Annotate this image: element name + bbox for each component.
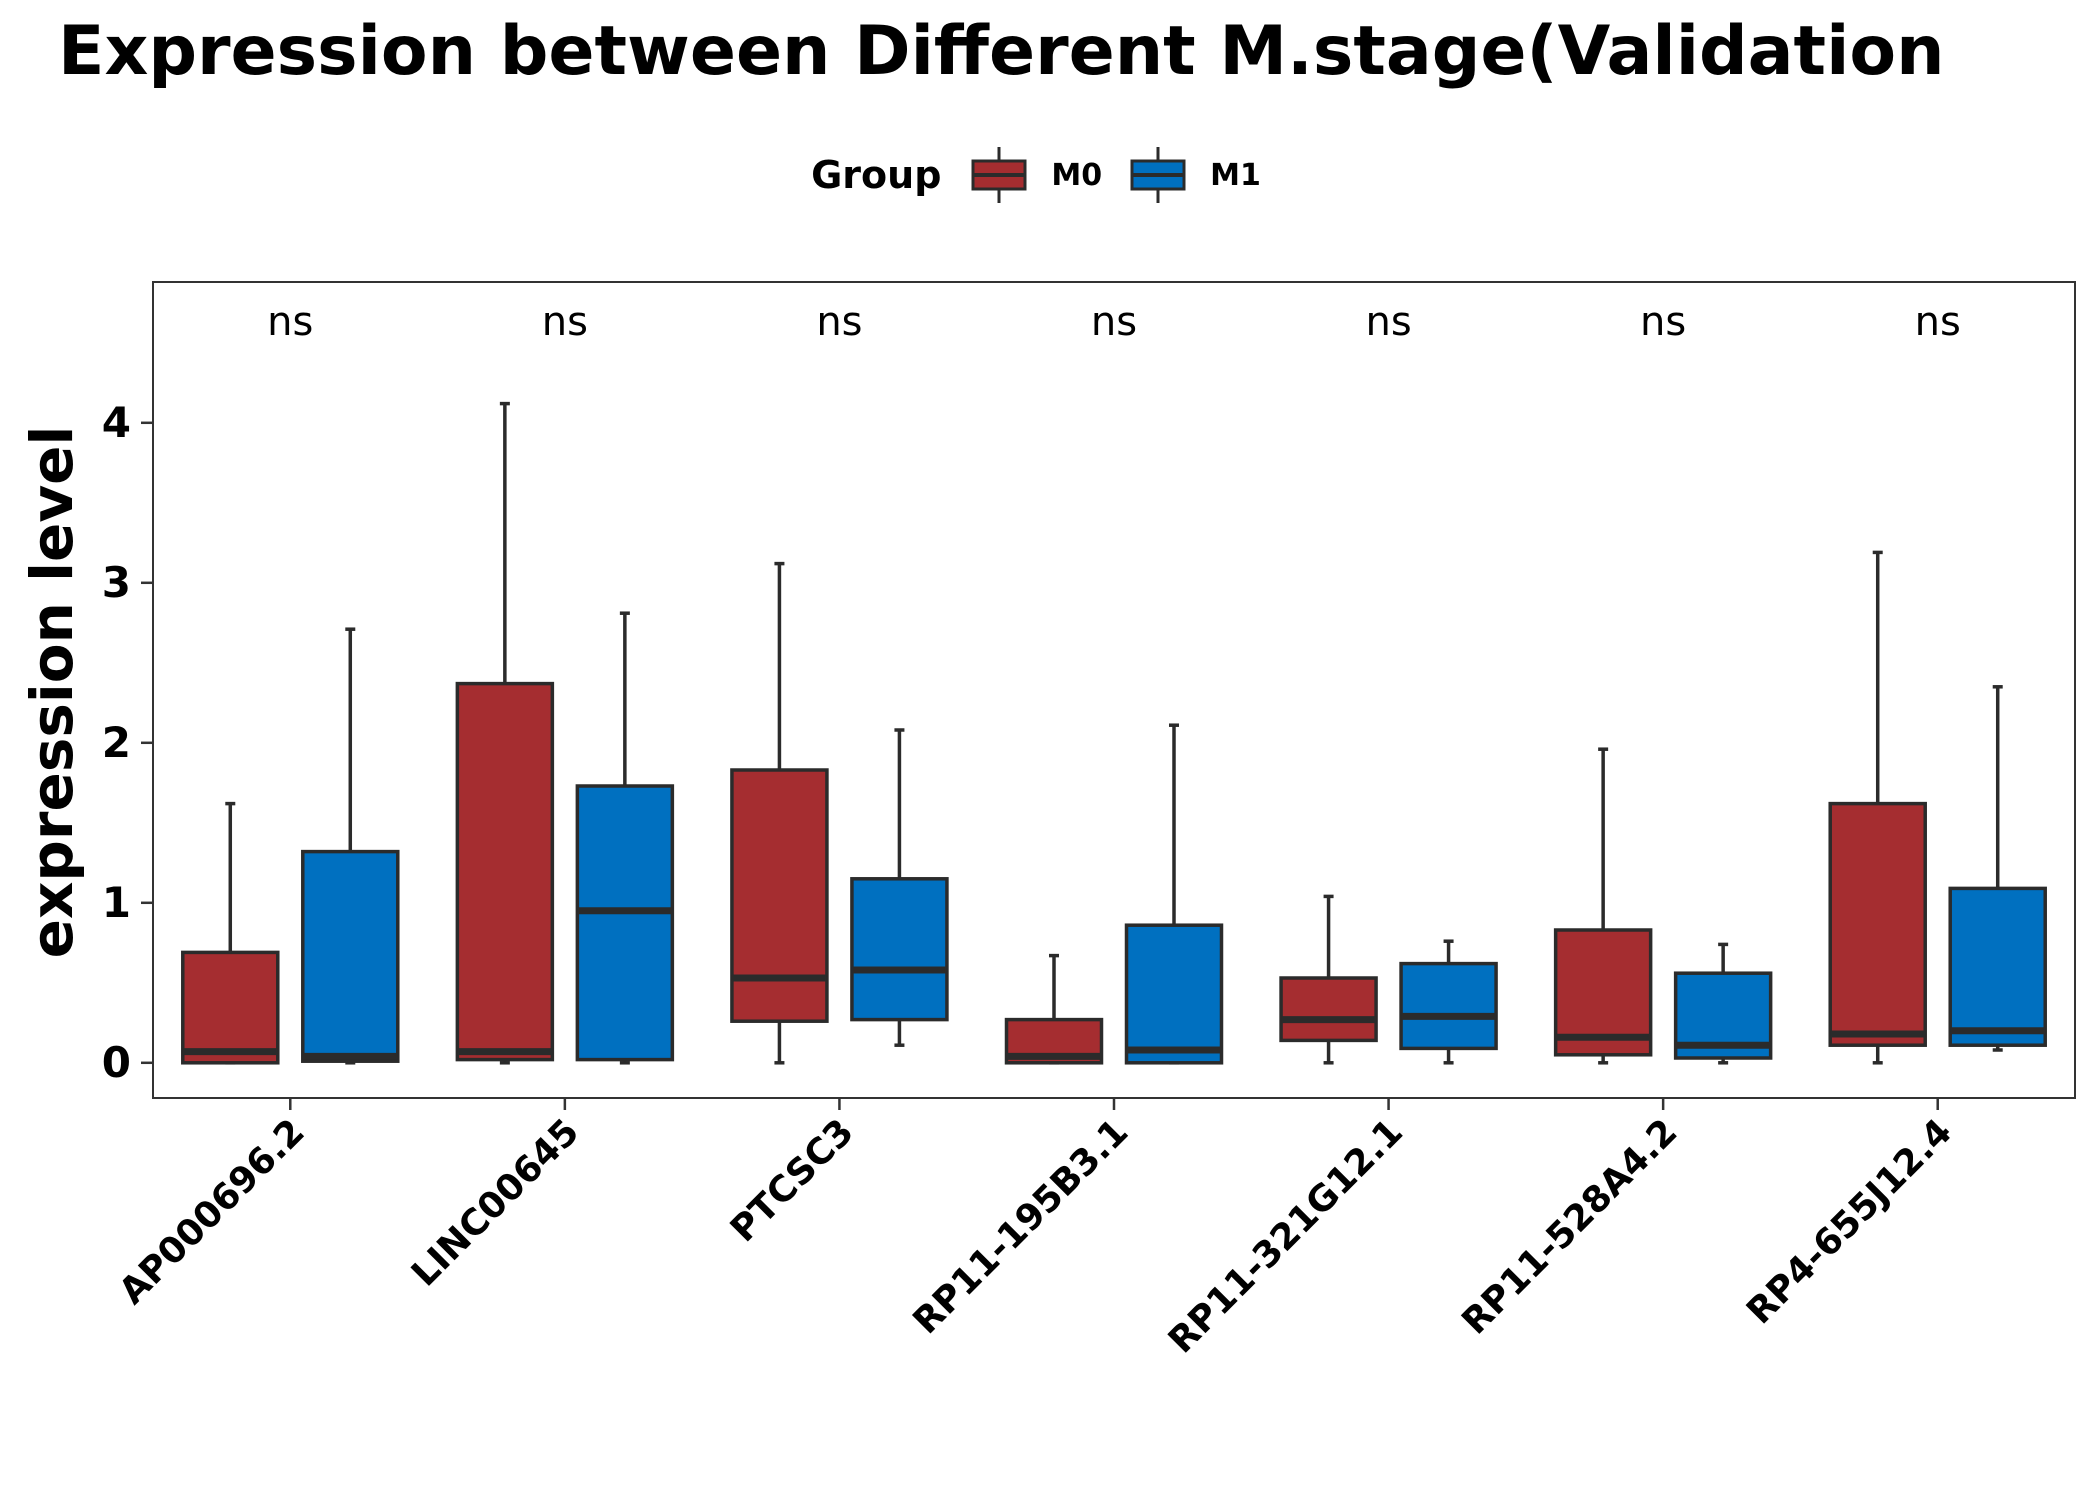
y-tick-label: 0 [102,1038,131,1087]
legend-key-m0 [971,147,1027,203]
x-tick-label: LINC00645 [404,1111,587,1294]
significance-label: ns [816,299,862,345]
legend-key-m1 [1130,147,1186,203]
plot-panel-border [152,281,2076,1099]
box-m1-6 [1948,886,2047,1047]
x-tick-label: AP000696.2 [112,1111,313,1312]
legend-label-m0: M0 [1051,157,1103,193]
legend-title: Group [811,153,942,197]
significance-label: ns [267,299,313,345]
y-tick-label: 2 [102,718,131,767]
significance-label: ns [542,299,588,345]
box-m0-0 [181,950,280,1065]
significance-label: ns [1915,299,1961,345]
x-tick-label: PTCSC3 [723,1111,862,1250]
box-m1-2 [850,877,949,1022]
box-m1-0 [301,849,400,1063]
box-m0-2 [730,768,829,1023]
box-m0-1 [455,681,555,1062]
x-tick-label: RP11-321G12.1 [1161,1111,1411,1361]
chart-title: Expression between Different M.stage(Val… [58,12,1945,91]
y-axis-label: expression level [18,426,86,959]
legend-item-m0: M0 [971,145,1102,205]
box-m0-6 [1828,801,1927,1047]
significance-label: ns [1091,299,1137,345]
legend-item-m1: M1 [1130,145,1261,205]
y-tick-label: 1 [102,878,131,927]
legend-label-m1: M1 [1210,157,1261,193]
box-m1-1 [575,784,675,1062]
y-tick-label: 4 [102,398,131,447]
box-m1-4 [1399,961,1498,1051]
x-tick-label: RP4-655J12.4 [1739,1111,1960,1332]
box-m0-4 [1279,976,1378,1043]
y-tick-label: 3 [102,558,131,607]
significance-label: ns [1365,299,1411,345]
x-tick-label: RP11-528A4.2 [1454,1111,1685,1342]
legend: Group M0 M1 [0,145,2100,205]
x-tick-label: RP11-195B3.1 [905,1111,1136,1342]
significance-label: ns [1640,299,1686,345]
box-m1-3 [1124,923,1224,1065]
